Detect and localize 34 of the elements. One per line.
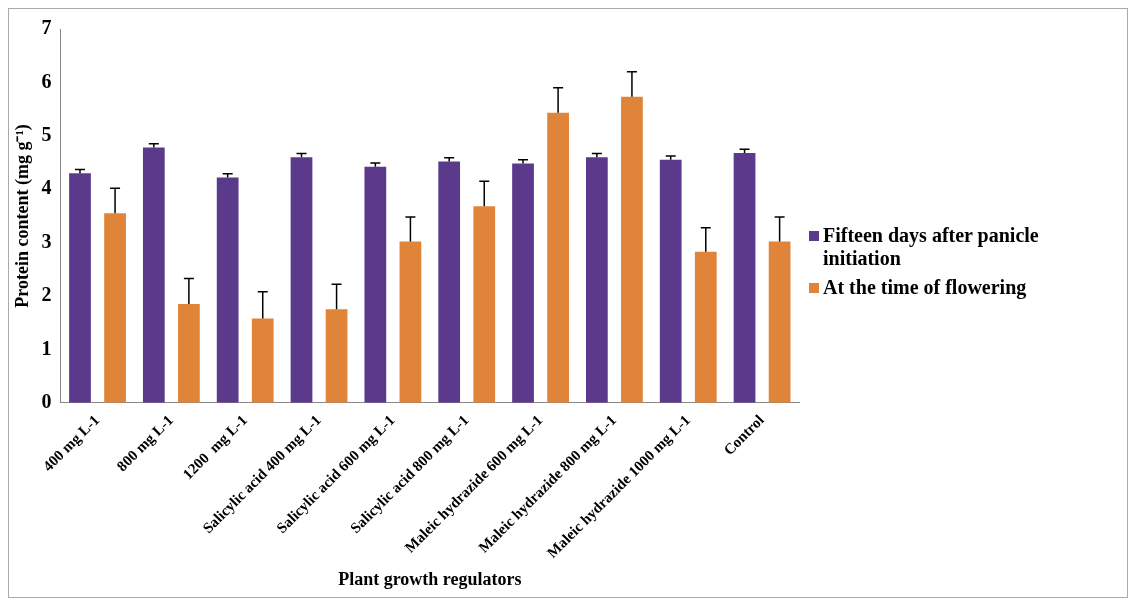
bar <box>473 206 496 403</box>
y-tick-label: 2 <box>41 283 52 306</box>
y-tick-label: 1 <box>41 336 52 359</box>
bar <box>251 318 274 403</box>
bar <box>290 157 313 403</box>
x-axis-title: Plant growth regulators <box>338 568 522 589</box>
y-tick-label: 6 <box>41 69 52 92</box>
bar <box>399 241 422 403</box>
bar <box>216 177 239 403</box>
bar <box>621 96 643 403</box>
bar <box>69 173 91 403</box>
bar <box>104 213 126 403</box>
y-tick-label: 4 <box>41 176 52 199</box>
bar <box>364 166 387 403</box>
bar <box>178 304 200 403</box>
bar <box>585 157 608 403</box>
legend-label: At the time of flowering <box>823 276 1027 299</box>
bar <box>694 251 717 403</box>
bar <box>438 161 461 403</box>
x-tick-label: 800 mg L-1 <box>113 411 177 475</box>
y-tick-label: 3 <box>41 229 52 252</box>
y-tick-label: 0 <box>41 389 52 412</box>
legend-label: Fifteen days after panicle initiation <box>823 224 1040 270</box>
y-tick-label: 5 <box>41 122 52 145</box>
bar <box>325 309 348 403</box>
bar <box>142 147 165 403</box>
bar <box>733 152 756 403</box>
x-tick-label: 400 mg L-1 <box>39 411 103 475</box>
bar <box>547 112 569 403</box>
bar <box>659 159 682 403</box>
y-axis-title: Protein content (mg g⁻¹) <box>12 124 34 308</box>
bar <box>768 241 791 403</box>
y-tick-label: 7 <box>41 16 52 39</box>
bar <box>512 163 534 403</box>
